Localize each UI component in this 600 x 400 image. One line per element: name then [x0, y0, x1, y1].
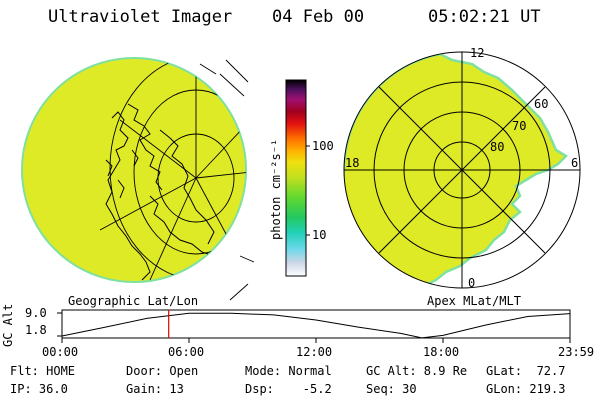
status-flt: Flt: HOME [10, 364, 76, 378]
mlat-label-80: 80 [490, 140, 505, 154]
apex-grid [343, 51, 581, 289]
colorbar [285, 79, 310, 277]
timeline-ytick-high: 9.0 [25, 306, 47, 320]
status-glat: GLat: 72.7 [486, 364, 566, 378]
observation-time: 05:02:21 UT [428, 7, 541, 27]
timeline-frame [61, 309, 571, 339]
timeline-ytick-low: 1.8 [25, 323, 47, 337]
timeline-xtick-2359: 23:59 [558, 345, 595, 359]
status-mode: Mode: Normal [245, 364, 332, 378]
status-gc-alt: GC Alt: 8.9 Re [366, 364, 468, 378]
timeline-xtick-0000: 00:00 [42, 345, 79, 359]
mlt-label-18: 18 [345, 156, 360, 170]
geo-caption: Geographic Lat/Lon [68, 294, 199, 308]
timeline-xtick-1800: 18:00 [423, 345, 460, 359]
status-gain: Gain: 13 [126, 382, 184, 396]
timeline-ylabel: GC Alt [1, 303, 15, 347]
colorbar-unit-label: photon cm⁻²s⁻¹ [269, 138, 283, 240]
timeline-xtick-1200: 12:00 [296, 345, 333, 359]
colorbar-tick-10: 10 [312, 228, 327, 242]
mlt-label-12: 12 [470, 46, 485, 60]
status-seq: Seq: 30 [366, 382, 417, 396]
mlat-label-70: 70 [512, 119, 527, 133]
apex-emission-region [344, 52, 569, 288]
mlt-label-0: 0 [468, 276, 476, 290]
instrument-title: Ultraviolet Imager [48, 7, 233, 27]
colorbar-gradient [285, 79, 307, 277]
geo-image [21, 57, 255, 301]
altitude-timeline [57, 309, 571, 343]
apex-caption: Apex MLat/MLT [427, 294, 521, 308]
status-dsp: Dsp: -5.2 [245, 382, 332, 396]
status-door: Door: Open [126, 364, 199, 378]
observation-date: 04 Feb 00 [272, 7, 365, 27]
mlt-label-6: 6 [571, 156, 579, 170]
altitude-line [61, 312, 571, 339]
mlat-label-60: 60 [534, 97, 549, 111]
status-glon: GLon: 219.3 [486, 382, 566, 396]
apex-image [343, 51, 581, 289]
status-ip: IP: 36.0 [10, 382, 68, 396]
colorbar-tick-100: 100 [312, 139, 334, 153]
geo-grid-extension [199, 59, 255, 301]
timeline-xtick-0600: 06:00 [168, 345, 205, 359]
geo-coastlines [105, 103, 245, 281]
